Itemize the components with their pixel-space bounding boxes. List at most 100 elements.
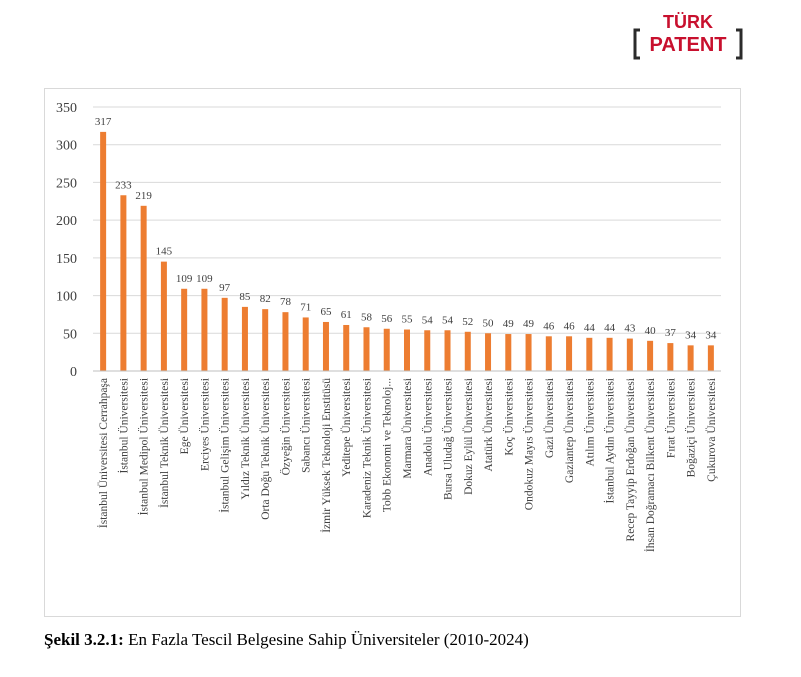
bar: [181, 288, 188, 371]
turk-patent-logo: TÜRK PATENT: [632, 10, 744, 62]
x-tick-label: Tobb Ekonomi ve Teknoloj...: [382, 378, 394, 512]
data-label: 46: [564, 320, 576, 332]
x-tick-label: Orta Doğu Teknik Üniversitesi: [258, 378, 272, 520]
logo-right-bracket: [736, 28, 743, 60]
data-label: 52: [462, 316, 473, 328]
x-tick-label: Çukurova Üniversitesi: [704, 378, 718, 482]
x-tick-label: Marmara Üniversitesi: [400, 378, 414, 479]
data-label: 34: [705, 329, 717, 341]
y-tick-label: 0: [70, 365, 77, 380]
x-tick-label: Bursa Uludağ Üniversitesi: [441, 378, 455, 500]
data-label: 55: [402, 314, 414, 326]
data-label: 145: [156, 246, 173, 258]
x-tick-label: Ondokuz Mayıs Üniversitesi: [522, 378, 536, 510]
logo-graphic: TÜRK PATENT: [633, 12, 743, 60]
x-tick-label: Fırat Üniversitesi: [663, 378, 677, 458]
bar: [383, 328, 390, 371]
data-label: 50: [483, 317, 495, 329]
bar: [343, 324, 350, 371]
x-tick-label: İhsan Doğramacı Bilkent Üniversitesi: [643, 378, 657, 552]
bar: [505, 334, 512, 371]
data-label: 34: [685, 329, 697, 341]
x-tick-label: Sabancı Üniversitesi: [299, 378, 313, 473]
data-label: 82: [260, 293, 271, 305]
bar: [140, 205, 147, 371]
caption-label: Şekil 3.2.1:: [44, 630, 124, 649]
bar: [545, 336, 552, 371]
bar: [566, 336, 573, 371]
bar: [363, 327, 370, 371]
bar: [485, 333, 492, 371]
y-tick-label: 250: [56, 176, 77, 191]
data-label: 44: [584, 322, 596, 334]
data-label: 61: [341, 309, 352, 321]
bar: [707, 345, 714, 371]
x-tick-label: İstanbul Üniversitesi Cerrahpaşa: [96, 378, 110, 528]
data-label: 44: [604, 322, 616, 334]
x-tick-label: İzmir Yüksek Teknoloji Enstitüsü: [319, 378, 333, 533]
x-tick-label: Recep Tayyip Erdoğan Üniversitesi: [623, 378, 637, 541]
data-label: 78: [280, 296, 292, 308]
bar: [424, 330, 431, 371]
bar: [464, 331, 471, 371]
bar: [302, 317, 309, 371]
logo-text-turk: TÜRK: [663, 12, 713, 32]
bar: [444, 330, 451, 371]
bar: [262, 309, 269, 371]
x-tick-label: İstanbul Medipol Üniversitesi: [137, 378, 151, 515]
bar: [100, 131, 107, 371]
data-label: 37: [665, 327, 677, 339]
data-label: 49: [503, 318, 514, 330]
y-tick-label: 50: [63, 327, 77, 342]
y-tick-label: 200: [56, 214, 77, 229]
bar: [687, 345, 694, 371]
data-label: 56: [381, 313, 393, 325]
figure-caption: Şekil 3.2.1: En Fazla Tescil Belgesine S…: [44, 630, 529, 650]
x-tick-label: İstanbul Aydın Üniversitesi: [603, 378, 617, 503]
y-tick-label: 100: [56, 290, 77, 305]
x-tick-label: İstanbul Gelişim Üniversitesi: [218, 378, 232, 513]
logo-text-patent: PATENT: [649, 34, 726, 56]
data-label: 97: [219, 282, 231, 294]
x-tick-label: Atılım Üniversitesi: [582, 378, 596, 466]
data-label: 71: [300, 301, 311, 313]
data-label: 233: [115, 179, 132, 191]
x-tick-label: Erciyes Üniversitesi: [197, 378, 211, 471]
x-tick-label: Koç Üniversitesi: [501, 378, 515, 456]
bar: [667, 343, 674, 371]
bar: [525, 334, 532, 371]
bar: [586, 337, 593, 371]
data-label: 109: [196, 273, 213, 285]
x-tick-label: Boğaziçi Üniversitesi: [684, 378, 698, 477]
bar: [201, 288, 208, 371]
x-tick-label: İstanbul Üniversitesi: [116, 378, 130, 474]
x-tick-label: Dokuz Eylül Üniversitesi: [461, 378, 475, 495]
logo-left-bracket: [633, 28, 640, 60]
bar: [322, 321, 329, 371]
bar-chart: 0 50 100 150 200 250 300 350 317 İstanbul Ünivers…: [56, 101, 721, 552]
data-label: 40: [645, 325, 657, 337]
x-tick-label: Gaziantep Üniversitesi: [562, 378, 576, 483]
data-label: 65: [320, 306, 332, 318]
y-tick-label: 300: [56, 139, 77, 154]
x-tick-label: Ege Üniversitesi: [177, 378, 191, 454]
data-label: 109: [176, 273, 193, 285]
bar: [626, 338, 633, 371]
data-label: 43: [624, 323, 636, 335]
data-label: 49: [523, 318, 535, 330]
bar: [282, 312, 289, 371]
data-label: 219: [135, 190, 152, 202]
bar: [647, 340, 654, 371]
bar: [160, 261, 167, 371]
x-tick-label: Gazi Üniversitesi: [542, 378, 556, 458]
data-label: 85: [239, 291, 251, 303]
x-tick-label: Anadolu Üniversitesi: [420, 378, 434, 476]
data-label: 58: [361, 311, 373, 323]
y-tick-label: 350: [56, 101, 77, 116]
data-label: 317: [95, 116, 112, 128]
x-tick-label: Yıldız Teknik Üniversitesi: [238, 378, 252, 500]
caption-text: En Fazla Tescil Belgesine Sahip Üniversi…: [123, 630, 529, 649]
x-tick-label: Özyeğin Üniversitesi: [278, 378, 292, 475]
bar: [120, 195, 127, 371]
data-label: 54: [442, 314, 454, 326]
